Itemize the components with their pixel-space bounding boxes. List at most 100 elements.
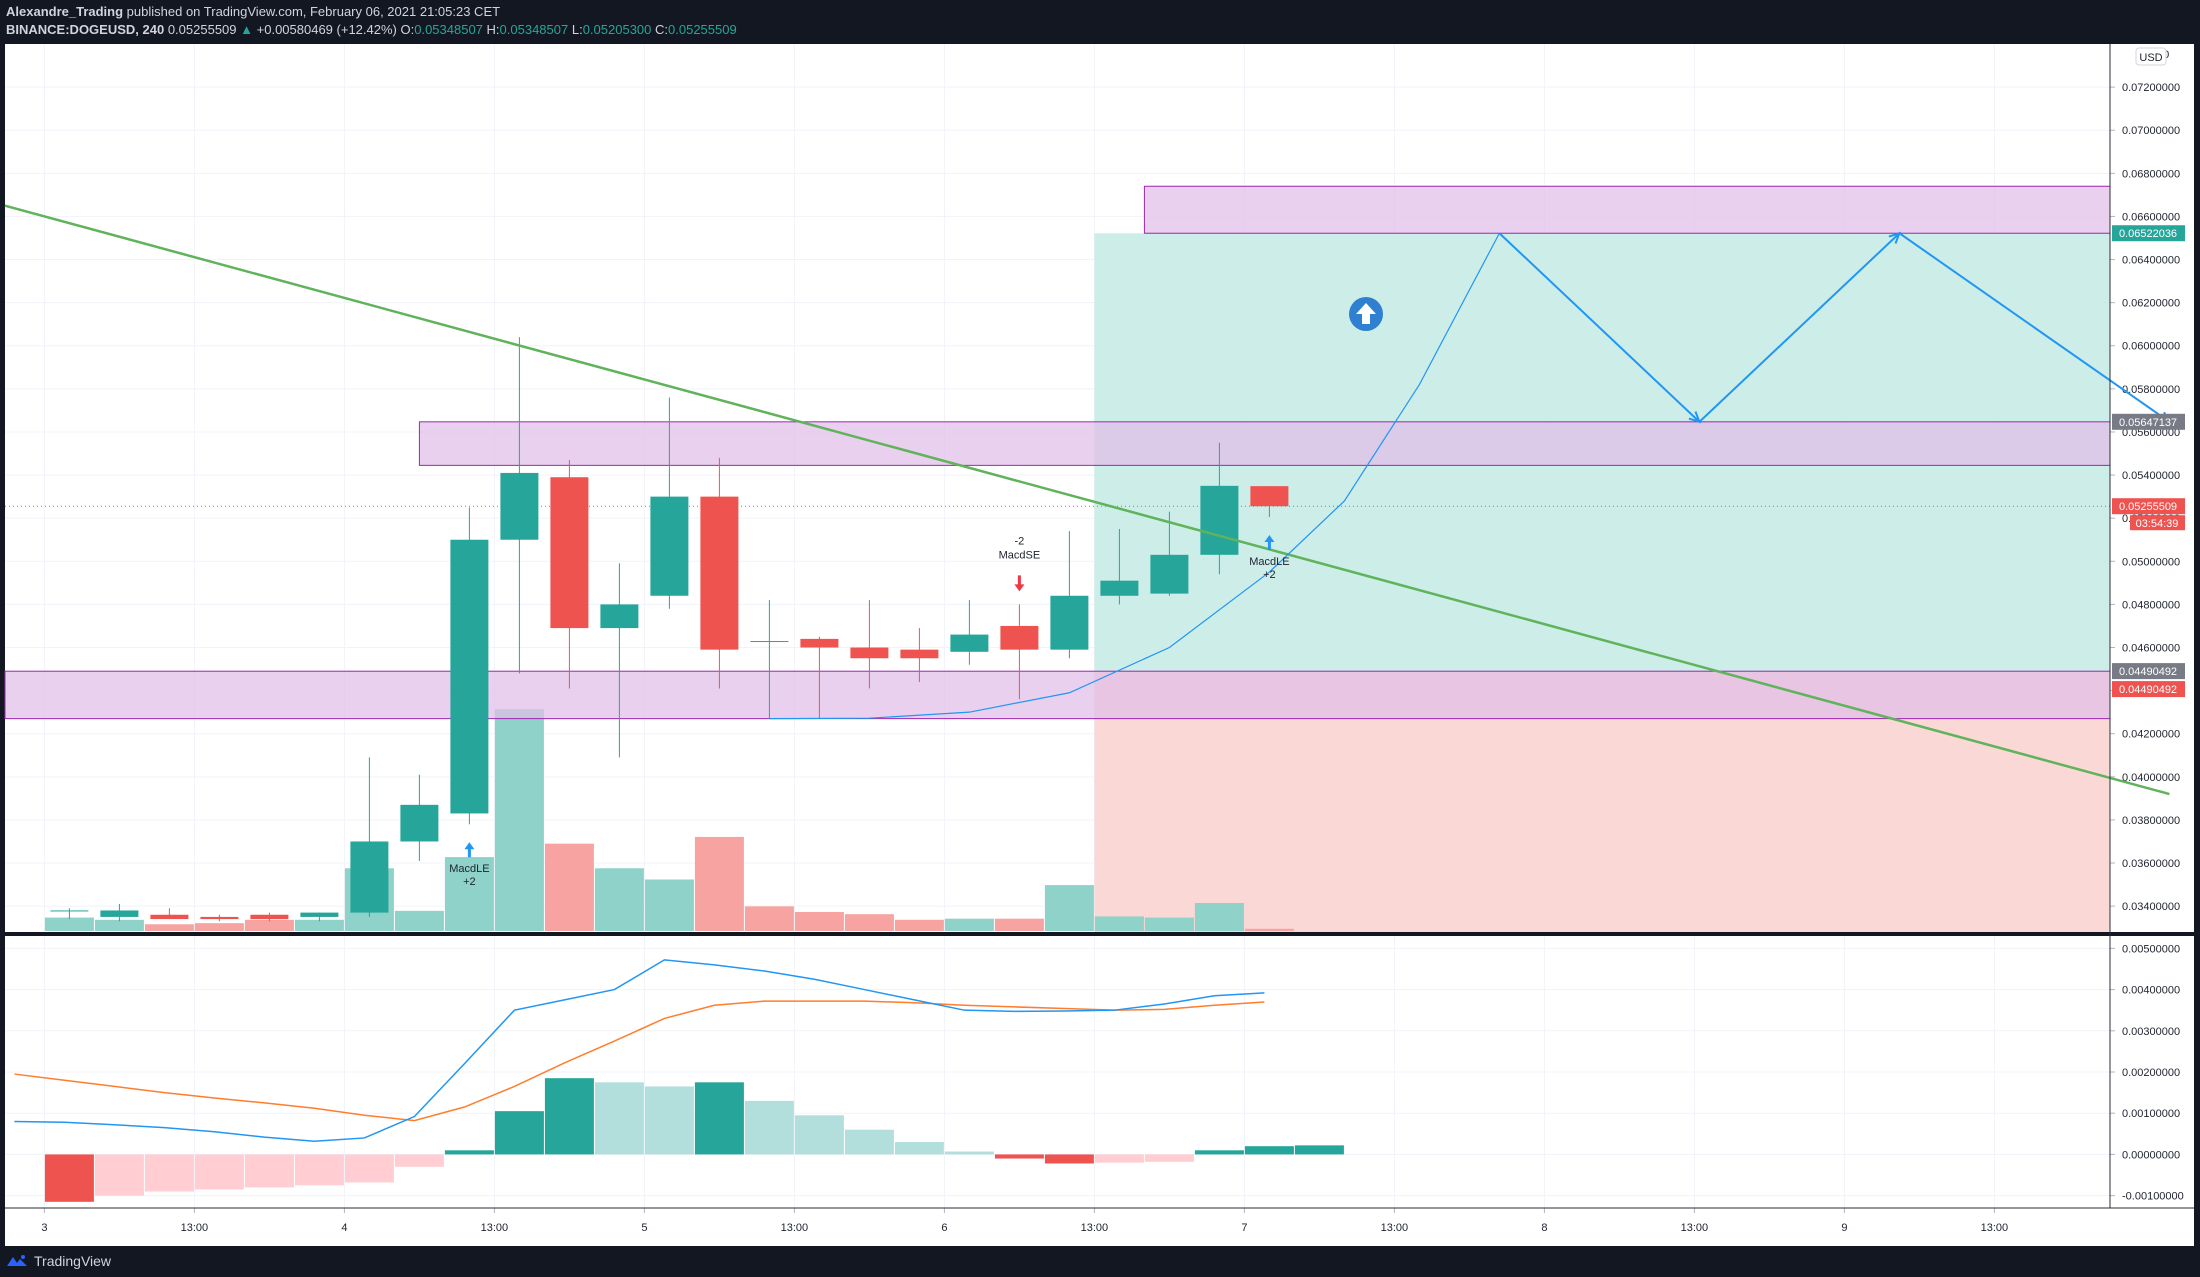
target-price-tag-text: 0.06522036: [2119, 228, 2177, 240]
candle: [1050, 531, 1089, 659]
time-tick-label: 13:00: [1681, 1222, 1709, 1234]
trendline: [4, 204, 2170, 796]
arrowhead: [1688, 411, 1702, 424]
stop-price-tag-text: 0.04490492: [2119, 684, 2177, 696]
long-entry-arrow-icon: [464, 842, 475, 858]
macd-hist-bar: [294, 1154, 344, 1186]
candle-body: [1200, 485, 1239, 555]
candle: [800, 636, 839, 719]
open-label: O:: [400, 22, 415, 37]
candle: [750, 600, 789, 719]
volume-bar: [144, 924, 194, 931]
macd-hist-bar: [594, 1082, 644, 1155]
close-value: 0.05255509: [668, 22, 737, 37]
candle-body: [650, 496, 689, 596]
macd-signal-line: [14, 1000, 1265, 1122]
candle-body: [850, 647, 889, 659]
macd-hist-bar: [344, 1154, 394, 1183]
mid-price-tag-box: [2112, 413, 2185, 430]
volume-bar: [844, 914, 894, 931]
candle: [1100, 528, 1139, 605]
candle-body: [900, 649, 939, 659]
countdown-tag: 03:54:39: [2130, 515, 2185, 531]
stop-price-tag-box: [2112, 681, 2185, 698]
candle: [1250, 486, 1289, 518]
volume-bar: [444, 857, 494, 931]
time-tick-label: 5: [641, 1222, 647, 1234]
time-tick-label: 7: [1241, 1222, 1247, 1234]
macd-histogram: [44, 1078, 1344, 1202]
candle-body: [1250, 486, 1289, 507]
volume-bar: [494, 709, 544, 931]
tradingview-logo[interactable]: TradingView: [6, 1253, 111, 1269]
candle: [1150, 511, 1189, 596]
price-tick-label: 0.05000000: [2122, 556, 2180, 568]
publish-info: Alexandre_Trading published on TradingVi…: [6, 4, 500, 19]
time-tick-label: 13:00: [781, 1222, 809, 1234]
current-price-tag-text: 0.05255509: [2119, 501, 2177, 513]
macd-hist-bar: [444, 1150, 494, 1155]
footer: TradingView: [0, 1246, 2200, 1277]
macd-hist-bar: [694, 1082, 744, 1155]
volume-bar: [244, 919, 294, 931]
symbol-label[interactable]: BINANCE:DOGEUSD, 240: [6, 22, 165, 37]
change-up-icon: ▲: [240, 22, 254, 37]
signal-label: MacdLE: [1249, 556, 1289, 568]
last-price: 0.05255509: [167, 22, 237, 37]
volume-bar: [94, 919, 144, 931]
candle-body: [450, 539, 489, 814]
macd-tick-label: 0.00300000: [2122, 1026, 2180, 1038]
macd-hist-bar: [894, 1142, 944, 1155]
price-tick-label: 0.07200000: [2122, 82, 2180, 94]
candle-body: [700, 496, 739, 650]
candle: [250, 912, 289, 922]
target-price-tag-box: [2112, 225, 2185, 242]
price-tick-label: 0.03600000: [2122, 858, 2180, 870]
volume-bar: [1044, 885, 1094, 931]
candle-body: [750, 641, 789, 643]
time-tick-label: 3: [41, 1222, 47, 1234]
low-value: 0.05205300: [582, 22, 652, 37]
currency-badge: USD: [2135, 47, 2167, 66]
candle-body: [150, 914, 189, 920]
candle: [450, 507, 489, 825]
candle-body: [100, 910, 139, 917]
chart-canvas[interactable]: 3 13:00 4 13:00 5 13:00 6 13:00 7 13:00 8 13:00 9 13:…: [0, 42, 2200, 1246]
currency-label: USD: [2139, 52, 2162, 64]
price-tick-label: 0.06600000: [2122, 211, 2180, 223]
support-resistance-zone: [418, 421, 2111, 466]
up-arrow-circle-icon: [1349, 297, 1383, 331]
macd-tick-label: 0.00100000: [2122, 1108, 2180, 1120]
candle: [600, 563, 639, 758]
candle: [150, 908, 189, 920]
publisher-name[interactable]: Alexandre_Trading: [6, 4, 124, 19]
short-entry-arrow-icon: [1014, 575, 1025, 592]
signal-qty: +2: [1263, 569, 1276, 581]
macd-hist-bar: [644, 1086, 694, 1155]
candle-body: [1100, 580, 1139, 596]
volume-bar: [544, 843, 594, 931]
macd-hist-bar: [544, 1078, 594, 1155]
volume-bar: [194, 923, 244, 931]
time-axis: [5, 1208, 2194, 1246]
candle: [850, 600, 889, 689]
macd-hist-bar: [744, 1100, 794, 1155]
macd-hist-bar: [794, 1115, 844, 1155]
candle: [900, 628, 939, 682]
countdown-box: [2130, 515, 2185, 531]
candle-body: [950, 634, 989, 652]
candle: [400, 774, 439, 861]
volume-bar: [44, 917, 94, 931]
macd-hist-bar: [1044, 1154, 1094, 1164]
price-tick-label: 0.06200000: [2122, 298, 2180, 310]
macd-hist-bar: [1194, 1150, 1244, 1155]
macd-hist-bar: [1294, 1145, 1344, 1155]
time-tick-label: 9: [1841, 1222, 1847, 1234]
candle-body: [1050, 595, 1089, 650]
time-tick-label: 13:00: [1081, 1222, 1109, 1234]
signal-label: MacdLE: [449, 863, 489, 875]
macd-hist-bar: [1144, 1154, 1194, 1162]
volume-bar: [294, 919, 344, 931]
current-price-tag-box: [2112, 498, 2185, 515]
